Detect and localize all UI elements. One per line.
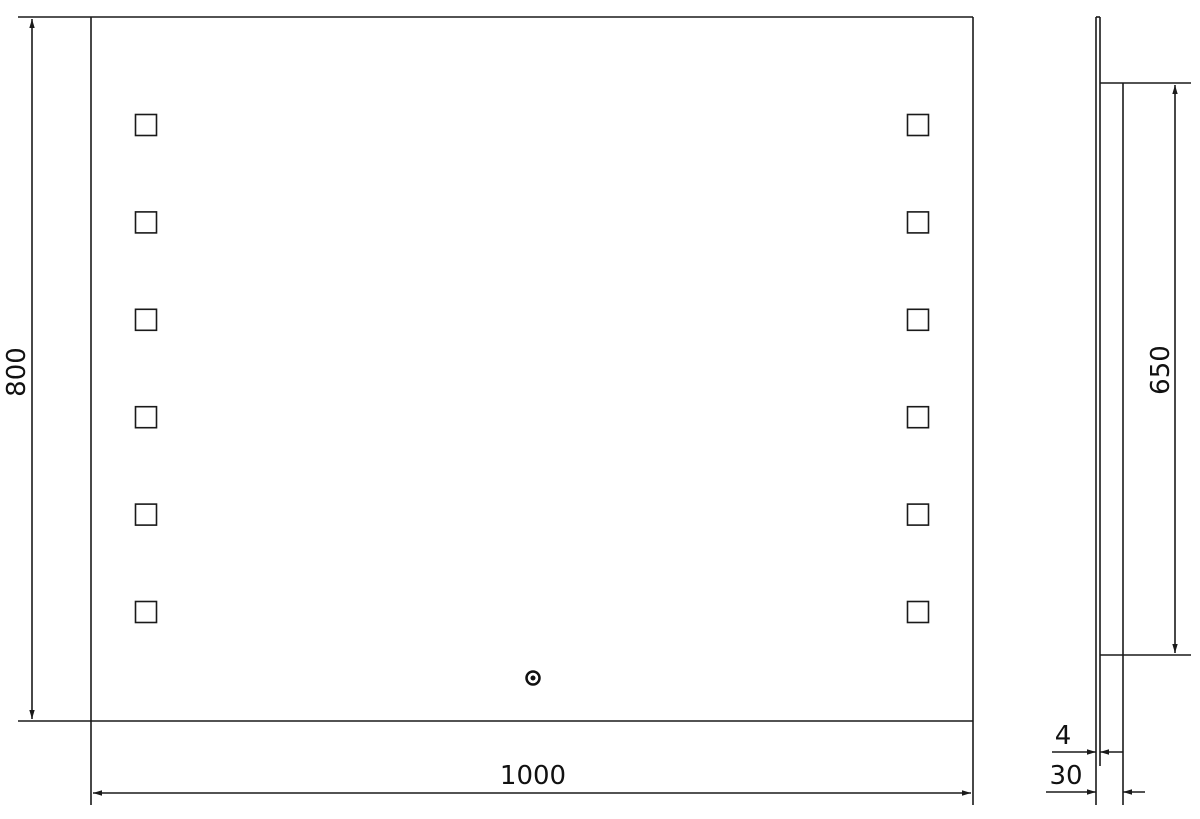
right-led-square: [906, 113, 930, 137]
right-led-square: [906, 600, 930, 624]
left-led-square: [134, 211, 158, 234]
left-led-square: [134, 405, 158, 429]
right-led-square: [906, 308, 930, 332]
right-led-square: [906, 405, 930, 429]
left-led-square: [134, 503, 158, 526]
left-led-square: [134, 600, 158, 624]
left-led-square: [134, 308, 158, 332]
height-dimension-label: 800: [2, 347, 32, 397]
frame-height-dimension-label: 650: [1146, 345, 1176, 395]
sensor-switch-icon: [525, 670, 541, 686]
front-view: 800 1000: [2, 16, 974, 805]
right-led-square: [906, 503, 930, 526]
glass-thickness-label: 4: [1055, 721, 1072, 751]
width-dimension-label: 1000: [500, 761, 566, 791]
left-led-square: [134, 113, 158, 137]
led-squares: [134, 113, 930, 624]
sensor-switch-center: [530, 675, 536, 681]
side-view: 650 4 30: [1046, 16, 1191, 805]
right-led-square: [906, 211, 930, 234]
depth-label: 30: [1049, 761, 1082, 791]
